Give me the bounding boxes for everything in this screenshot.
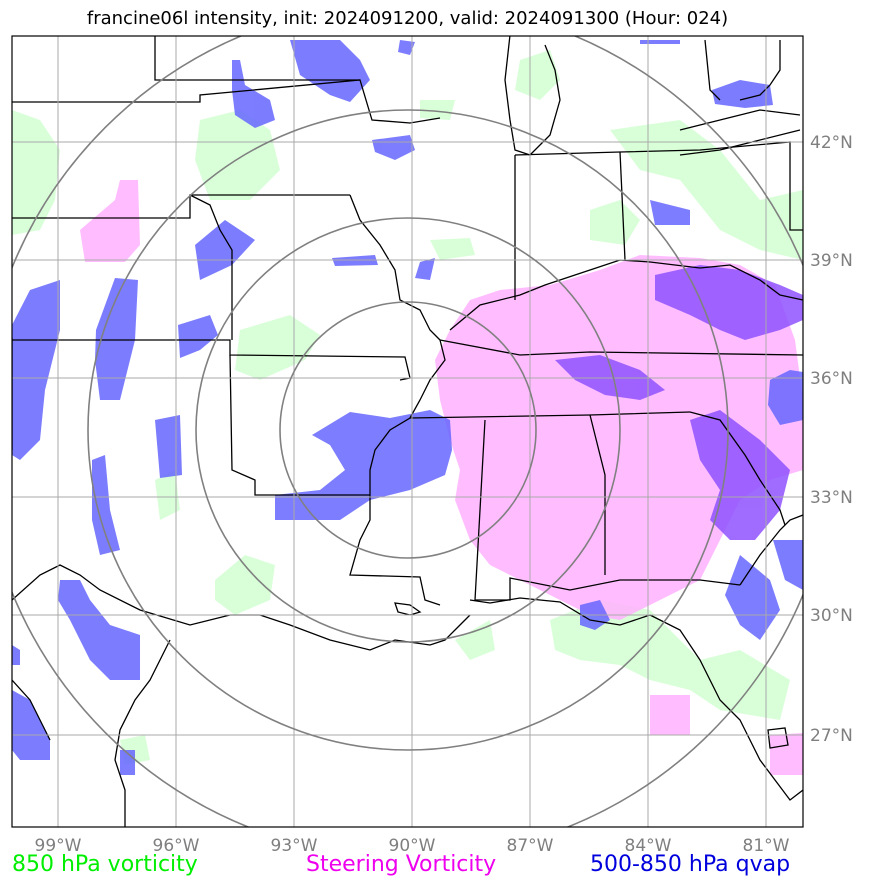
range-rings — [12, 36, 803, 827]
lon-label: 93°W — [271, 836, 318, 856]
longitude-labels: 99°W 96°W 93°W 90°W 87°W 84°W 81°W — [35, 836, 790, 856]
legend-vorticity-850: 850 hPa vorticity — [12, 852, 198, 877]
legend-steering-vorticity: Steering Vorticity — [306, 852, 497, 877]
map-frame — [11, 35, 804, 828]
lon-label: 87°W — [507, 836, 554, 856]
lon-label: 84°W — [625, 836, 672, 856]
legend-qvap: 500-850 hPa qvap — [590, 852, 791, 877]
lat-label: 42°N — [810, 133, 853, 153]
lon-label: 99°W — [35, 836, 82, 856]
qvap-shading — [12, 40, 803, 775]
lon-label: 90°W — [389, 836, 436, 856]
map-layers — [12, 36, 803, 827]
lon-label: 81°W — [743, 836, 790, 856]
steering-vorticity-shading — [80, 180, 803, 775]
graticule — [12, 36, 803, 827]
lon-label: 96°W — [153, 836, 200, 856]
lat-label: 39°N — [810, 251, 853, 271]
lat-label: 33°N — [810, 488, 853, 508]
lat-label: 27°N — [810, 726, 853, 746]
map-title: francine06l intensity, init: 2024091200,… — [86, 8, 729, 29]
lat-label: 30°N — [810, 606, 853, 626]
latitude-labels: 42°N 39°N 36°N 33°N 30°N 27°N — [810, 133, 853, 746]
lat-label: 36°N — [810, 369, 853, 389]
